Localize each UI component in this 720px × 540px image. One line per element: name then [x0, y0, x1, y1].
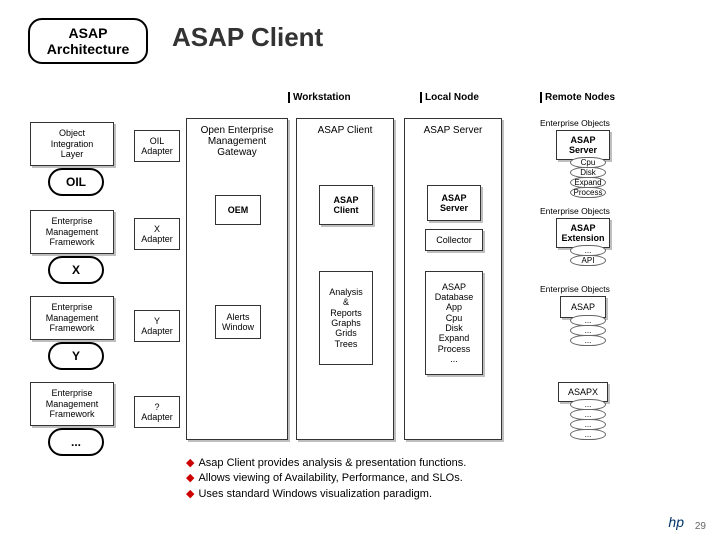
- badge-y: Y: [48, 342, 104, 370]
- adapter-q: ? Adapter: [134, 396, 180, 428]
- badge-dots: ...: [48, 428, 104, 456]
- box-asap-client-big: ASAP Client: [319, 185, 373, 225]
- badge-x: X: [48, 256, 104, 284]
- enterprise-objects-3: Enterprise Objects: [540, 284, 610, 294]
- col-local-node: Local Node: [420, 92, 479, 103]
- box-oem: OEM: [215, 195, 261, 225]
- stack-ext: ...API: [570, 246, 606, 265]
- adapter-oil: OIL Adapter: [134, 130, 180, 162]
- box-analysis: Analysis & Reports Graphs Grids Trees: [319, 271, 373, 365]
- badge-architecture: ASAP Architecture: [28, 18, 148, 64]
- box-database: ASAP Database App Cpu Disk Expand Proces…: [425, 271, 483, 375]
- col-remote-nodes: Remote Nodes: [540, 92, 615, 103]
- col-workstation: Workstation: [288, 92, 351, 103]
- slide: ASAP Architecture ASAP Client Workstatio…: [0, 0, 720, 540]
- adapter-y: Y Adapter: [134, 310, 180, 342]
- hp-logo: hp: [668, 514, 684, 530]
- bullet-list: ◆Asap Client provides analysis & present…: [186, 456, 466, 502]
- adapter-x: X Adapter: [134, 218, 180, 250]
- enterprise-objects-1: Enterprise Objects: [540, 118, 610, 128]
- box-remote-server: ASAP Server: [556, 130, 610, 160]
- stack-asapx: ............: [570, 400, 606, 439]
- box-asap-client: ASAP Client ASAP Client Analysis & Repor…: [296, 118, 394, 440]
- box-oil-layer: Object Integration Layer: [30, 122, 114, 166]
- enterprise-objects-2: Enterprise Objects: [540, 206, 610, 216]
- box-collector: Collector: [425, 229, 483, 251]
- slide-title: ASAP Client: [172, 22, 323, 53]
- stack-asap: .........: [570, 316, 606, 345]
- badge-oil: OIL: [48, 168, 104, 196]
- box-asap-server: ASAP Server ASAP Server Collector ASAP D…: [404, 118, 502, 440]
- box-asap-server-big: ASAP Server: [427, 185, 481, 221]
- box-extension: ASAP Extension: [556, 218, 610, 248]
- box-alerts: Alerts Window: [215, 305, 261, 339]
- stack-cde: CpuDiskExpand: [570, 158, 606, 187]
- box-oeg: Open Enterprise Management Gateway OEM A…: [186, 118, 288, 440]
- page-number: 29: [695, 521, 706, 532]
- box-emf-3: Enterprise Management Framework: [30, 382, 114, 426]
- box-emf-1: Enterprise Management Framework: [30, 210, 114, 254]
- stack-process: Process: [570, 188, 606, 197]
- box-emf-2: Enterprise Management Framework: [30, 296, 114, 340]
